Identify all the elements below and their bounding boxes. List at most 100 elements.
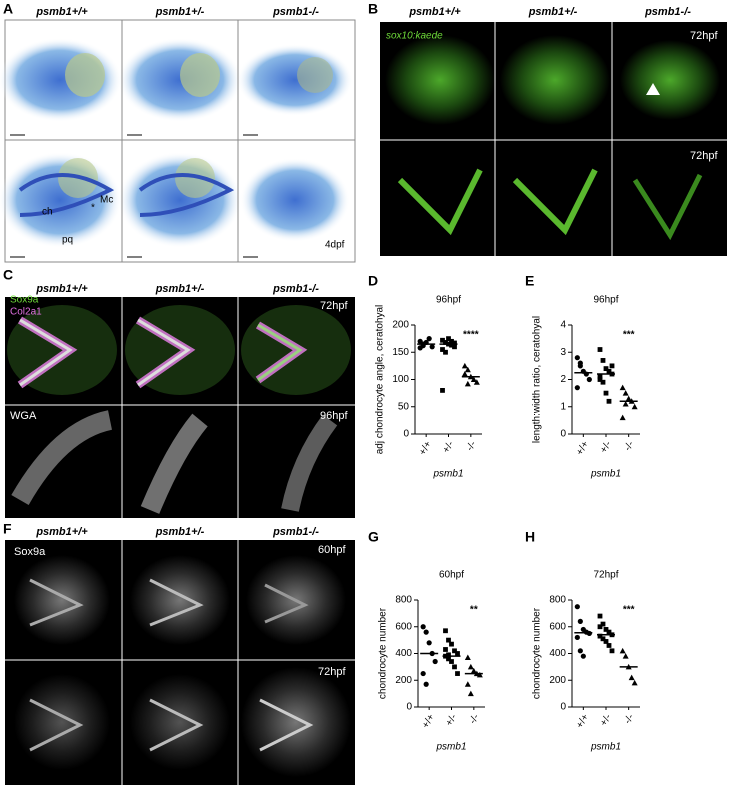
point — [455, 651, 460, 656]
x-axis-label: psmb1 — [590, 469, 621, 480]
panel-f: F psmb1+/+ psmb1+/- psmb1-/- Sox9a 60hpf… — [3, 521, 355, 785]
point — [622, 401, 629, 407]
point — [452, 344, 457, 350]
annotation: 60hpf — [318, 544, 346, 556]
point — [446, 656, 451, 662]
point — [597, 377, 603, 382]
chart-title: 60hpf — [439, 570, 464, 581]
header: psmb1+/- — [155, 283, 205, 295]
annotation: 72hpf — [690, 30, 718, 42]
y-tick-label: 2 — [560, 374, 566, 385]
point — [473, 379, 480, 385]
y-tick-label: 800 — [395, 595, 412, 606]
y-tick-label: 400 — [395, 648, 412, 659]
point — [467, 690, 474, 697]
point — [603, 627, 609, 632]
y-tick-label: 0 — [406, 702, 412, 713]
point — [452, 664, 457, 670]
chart-title: 96hpf — [436, 295, 461, 306]
point — [603, 639, 609, 644]
header: psmb1-/- — [272, 526, 319, 538]
point — [577, 360, 583, 366]
point — [622, 653, 629, 659]
point — [426, 336, 432, 342]
y-tick-label: 50 — [398, 401, 410, 412]
panel-c: C psmb1+/+ psmb1+/- psmb1-/- Sox9a Col2a… — [3, 267, 355, 518]
y-tick-label: 100 — [392, 374, 409, 385]
point — [597, 374, 603, 380]
point — [449, 338, 454, 344]
y-tick-label: 3 — [560, 347, 566, 358]
point — [603, 366, 609, 371]
point — [606, 398, 612, 404]
panel-label: B — [368, 1, 378, 17]
panel-a: A psmb1+/+ psmb1+/- psmb1-/- ch pq Mc * … — [0, 1, 356, 263]
point — [600, 358, 606, 363]
point — [619, 647, 626, 654]
point — [476, 671, 483, 678]
point — [432, 658, 438, 665]
x-tick-label: +/- — [598, 439, 614, 455]
x-tick-label: +/- — [598, 712, 614, 728]
point — [597, 633, 603, 639]
point — [586, 376, 592, 383]
micrographs — [380, 22, 727, 256]
x-axis-label: psmb1 — [590, 742, 621, 753]
y-tick-label: 200 — [392, 320, 409, 331]
x-tick-label: +/+ — [574, 439, 591, 457]
point — [577, 648, 583, 654]
point — [429, 344, 435, 350]
point — [449, 659, 454, 664]
point — [600, 636, 606, 642]
point — [423, 681, 429, 687]
header: psmb1-/- — [272, 6, 319, 18]
annotation: ch — [42, 207, 53, 218]
y-tick-label: 1 — [560, 401, 566, 412]
point — [606, 643, 612, 648]
x-tick-label: -/- — [464, 439, 478, 453]
y-tick-label: 200 — [395, 675, 412, 686]
point — [628, 674, 635, 681]
annotation: 72hpf — [690, 150, 718, 162]
micrographs — [5, 540, 355, 785]
x-tick-label: +/+ — [420, 712, 437, 730]
annotation: * — [91, 203, 95, 214]
header: psmb1-/- — [272, 283, 319, 295]
micrographs — [0, 20, 355, 262]
point — [597, 613, 603, 619]
annotation: **** — [463, 330, 479, 341]
point — [470, 376, 477, 382]
y-tick-label: 150 — [392, 347, 409, 358]
point — [443, 349, 448, 355]
annotation: 4dpf — [325, 240, 345, 251]
point — [597, 347, 603, 352]
point — [446, 652, 451, 658]
point — [440, 388, 445, 393]
y-axis-label: chondrocyte number — [532, 607, 543, 699]
point — [603, 390, 609, 396]
point — [443, 340, 448, 345]
point — [464, 654, 471, 661]
header: psmb1+/- — [155, 526, 205, 538]
point — [467, 663, 474, 670]
point — [464, 681, 471, 687]
x-tick-label: -/- — [622, 439, 636, 453]
annotation: 72hpf — [318, 666, 346, 678]
x-tick-label: -/- — [622, 712, 636, 726]
point — [426, 640, 432, 646]
point — [574, 604, 580, 610]
panel-label: C — [3, 267, 13, 283]
annotation: *** — [623, 330, 635, 341]
micrographs — [5, 297, 355, 518]
point — [461, 371, 468, 377]
point — [449, 641, 454, 647]
header: psmb1+/+ — [35, 526, 88, 538]
annotation: Sox9a — [14, 546, 46, 558]
header: psmb1+/+ — [35, 283, 88, 295]
x-tick-label: -/- — [467, 712, 481, 726]
annotation: Col2a1 — [10, 307, 42, 318]
y-axis-label: chondrocyte number — [378, 607, 389, 699]
y-tick-label: 0 — [560, 429, 566, 440]
